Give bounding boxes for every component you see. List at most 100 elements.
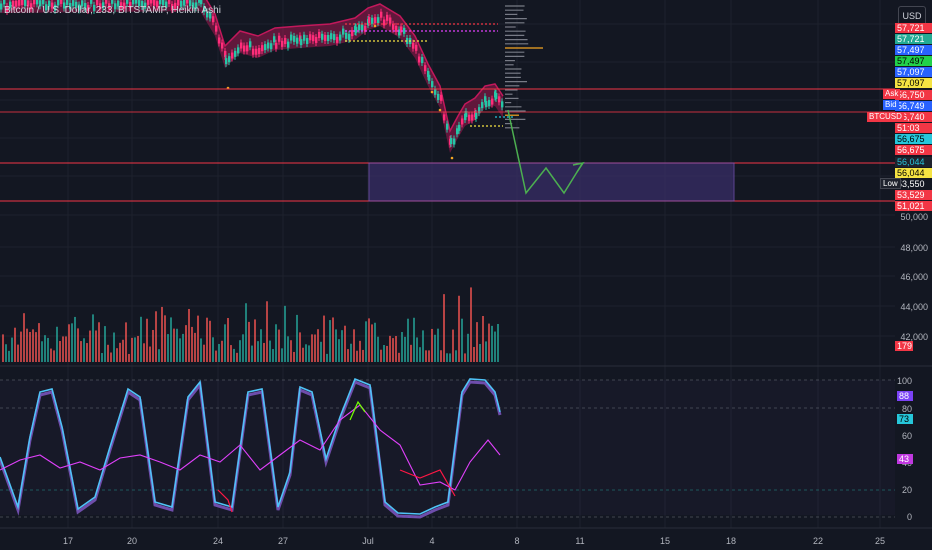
volume-bar	[344, 325, 346, 362]
candle-body	[0, 3, 3, 10]
volume-bar	[410, 344, 412, 362]
date-axis-label: 20	[126, 536, 138, 546]
volume-bar	[398, 352, 400, 362]
candle-body	[228, 56, 231, 63]
candle-body	[446, 123, 449, 130]
volume-bar	[236, 352, 238, 362]
price-tag: 56,044	[895, 168, 932, 178]
swing-dot	[430, 90, 434, 94]
volume-bar	[446, 353, 448, 362]
candle-body	[453, 138, 456, 145]
volume-bar	[320, 341, 322, 362]
volume-bar	[128, 353, 130, 362]
candle-body	[48, 0, 51, 7]
candle-body	[57, 0, 60, 6]
volume-bar	[68, 324, 70, 362]
ma-upper-line	[205, 0, 504, 134]
candle-body	[273, 36, 276, 43]
candle-body	[60, 0, 63, 4]
candle-body	[383, 19, 386, 26]
moving-average-cloud	[0, 0, 504, 153]
candle-body	[15, 0, 18, 7]
oscillator-axis-label: 60	[901, 431, 912, 441]
candle-body	[475, 112, 478, 119]
candle-body	[501, 101, 504, 108]
volume-bar	[332, 317, 334, 362]
candle-body	[165, 1, 168, 8]
candle-body	[6, 5, 9, 12]
osc-band	[0, 380, 895, 515]
candle-body	[129, 2, 132, 9]
price-axis-label: 44,000	[900, 302, 928, 312]
candle-body	[421, 57, 424, 64]
date-axis-label: 18	[725, 536, 737, 546]
candle-body	[484, 96, 487, 103]
candle-body	[485, 100, 488, 107]
candle-body	[424, 65, 427, 72]
candle-body	[45, 4, 48, 11]
candle-body	[177, 0, 180, 6]
volume-bar	[119, 342, 121, 362]
date-axis-label: 25	[874, 536, 886, 546]
candle-body	[215, 25, 218, 32]
volume-bar	[284, 305, 286, 362]
volume-bar	[302, 347, 304, 362]
candle-body	[434, 88, 437, 95]
candle-body	[138, 0, 141, 7]
volume-bar	[209, 320, 211, 362]
candle-body	[147, 0, 150, 5]
volume-tag: 179	[895, 341, 913, 351]
volume-bar	[314, 334, 316, 362]
candle-body	[87, 4, 90, 11]
candle-body	[69, 3, 72, 10]
candle-body	[195, 2, 198, 9]
candle-body	[99, 3, 102, 10]
volume-bar	[293, 351, 295, 362]
candle-body	[42, 0, 45, 5]
candle-body	[440, 94, 443, 101]
candle-body	[488, 100, 491, 107]
candle-body	[339, 34, 342, 41]
candle-body	[306, 38, 309, 45]
candle-body	[231, 52, 234, 59]
candle-body	[400, 26, 403, 33]
candle-body	[206, 11, 209, 18]
volume-bar	[212, 337, 214, 362]
volume-bar	[404, 336, 406, 362]
volume-bar	[461, 318, 463, 362]
volume-bar	[290, 340, 292, 362]
volume-bar	[203, 344, 205, 362]
volume-bar	[5, 344, 7, 362]
volume-bar	[242, 334, 244, 362]
candle-body	[471, 114, 474, 121]
candle-body	[275, 42, 278, 49]
price-levels	[0, 23, 895, 202]
volume-bar	[239, 340, 241, 362]
rsi-green-segment	[349, 400, 366, 421]
volume-bar	[143, 343, 145, 362]
volume-bar	[341, 330, 343, 362]
volume-bar	[359, 340, 361, 362]
price-axis-label: 48,000	[900, 243, 928, 253]
candle-body	[461, 118, 464, 125]
volume-bar	[149, 346, 151, 362]
volume-bar	[38, 323, 40, 362]
volume-bar	[419, 347, 421, 362]
volume-bar	[197, 315, 199, 362]
candle-body	[150, 0, 153, 4]
volume-bar	[194, 332, 196, 362]
oscillator-axis-label: 0	[906, 512, 912, 522]
stoch-k-line	[0, 377, 501, 515]
volume-bar	[218, 343, 220, 362]
volume-bar	[440, 350, 442, 362]
volume-bar	[377, 336, 379, 362]
volume-bar	[251, 345, 253, 362]
volume-bar	[122, 339, 124, 362]
candle-body	[468, 114, 471, 121]
volume-bar	[158, 349, 160, 362]
candle-body	[249, 41, 252, 48]
rsi-red-segment	[399, 469, 456, 497]
candle-body	[120, 2, 123, 9]
rsi-line	[0, 404, 501, 491]
